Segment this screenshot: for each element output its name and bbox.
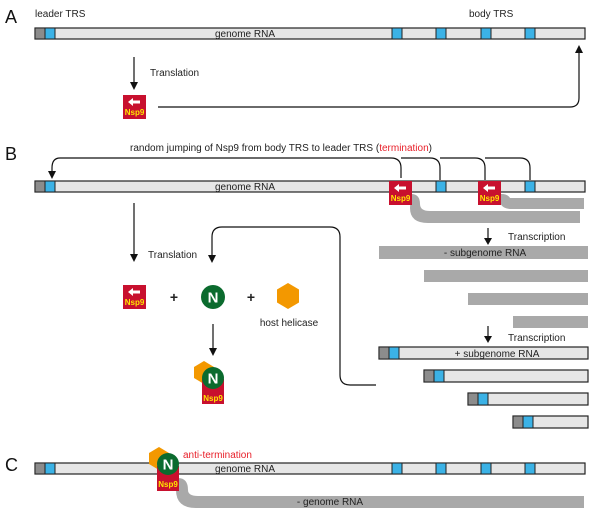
termination-label: termination xyxy=(379,143,428,154)
arrowhead-icon xyxy=(484,238,492,245)
subgenome-to-n-arrow xyxy=(211,226,376,386)
svg-text:Nsp9: Nsp9 xyxy=(125,108,145,117)
translation-label: Translation xyxy=(150,68,199,79)
transcription-label: Transcription xyxy=(508,333,565,344)
jump-arrow xyxy=(51,157,402,178)
host-helicase-icon xyxy=(277,283,299,309)
svg-text:N: N xyxy=(163,457,174,474)
genome-rna-label: genome RNA xyxy=(215,29,275,40)
jump-arc-4 xyxy=(485,157,531,180)
body-trs-label: body TRS xyxy=(469,9,514,20)
svg-text:Nsp9: Nsp9 xyxy=(480,194,500,203)
transcription-label: Transcription xyxy=(508,232,565,243)
plus-subgenome-rna-set: + subgenome RNA xyxy=(378,346,589,429)
arrowhead-icon xyxy=(130,254,138,262)
svg-text:Nsp9: Nsp9 xyxy=(203,394,223,403)
genome-rna-bar-b: genome RNA xyxy=(34,180,586,193)
svg-text:Nsp9: Nsp9 xyxy=(391,194,411,203)
panel-label-c: C xyxy=(5,455,18,475)
plus-sign: + xyxy=(247,289,255,305)
genome-rna-bar-a: genome RNA xyxy=(34,27,586,40)
genome-rna-bar-c: genome RNA xyxy=(34,462,586,475)
nsp9-to-body-trs-arrow xyxy=(158,52,580,108)
plus-sign: + xyxy=(170,289,178,305)
plus-subgenome-label: + subgenome RNA xyxy=(455,349,540,360)
arrowhead-icon xyxy=(484,336,492,343)
svg-text:N: N xyxy=(208,290,219,307)
svg-text:Nsp9: Nsp9 xyxy=(125,298,145,307)
arrowhead-icon xyxy=(209,348,217,356)
arrowhead-icon xyxy=(48,171,56,179)
nsp9-n-helicase-complex-icon: N Nsp9 xyxy=(194,361,224,404)
genome-rna-label: genome RNA xyxy=(215,464,275,475)
nascent-minus-strand-1 xyxy=(410,194,580,223)
svg-text:Nsp9: Nsp9 xyxy=(158,480,178,489)
jump-arc-2 xyxy=(401,157,441,180)
n-protein-icon: N xyxy=(201,285,225,309)
minus-genome-strand xyxy=(176,478,584,508)
panel-label-a: A xyxy=(5,7,17,27)
nsp9-icon: Nsp9 xyxy=(389,181,412,205)
nsp9-icon: Nsp9 xyxy=(123,285,146,309)
minus-subgenome-label: - subgenome RNA xyxy=(444,248,527,259)
nsp9-icon: Nsp9 xyxy=(478,181,501,205)
panel-label-b: B xyxy=(5,144,17,164)
jump-arc-3 xyxy=(440,157,486,180)
minus-genome-label: - genome RNA xyxy=(297,497,363,508)
jump-caption: random jumping of Nsp9 from body TRS to … xyxy=(130,143,432,154)
minus-subgenome-rna-set: - subgenome RNA xyxy=(379,246,588,328)
nsp9-icon: Nsp9 xyxy=(123,95,146,119)
arrowhead-icon xyxy=(208,255,216,263)
host-helicase-label: host helicase xyxy=(260,318,319,329)
nsp9-n-helicase-complex-icon: N Nsp9 xyxy=(149,447,179,491)
arrowhead-icon xyxy=(130,82,138,90)
svg-text:N: N xyxy=(208,371,219,388)
arrowhead-icon xyxy=(575,45,583,53)
anti-termination-label: anti-termination xyxy=(183,450,252,461)
leader-trs-label: leader TRS xyxy=(35,9,86,20)
nascent-minus-strand-2 xyxy=(500,194,584,209)
translation-label: Translation xyxy=(148,250,197,261)
genome-rna-label: genome RNA xyxy=(215,182,275,193)
